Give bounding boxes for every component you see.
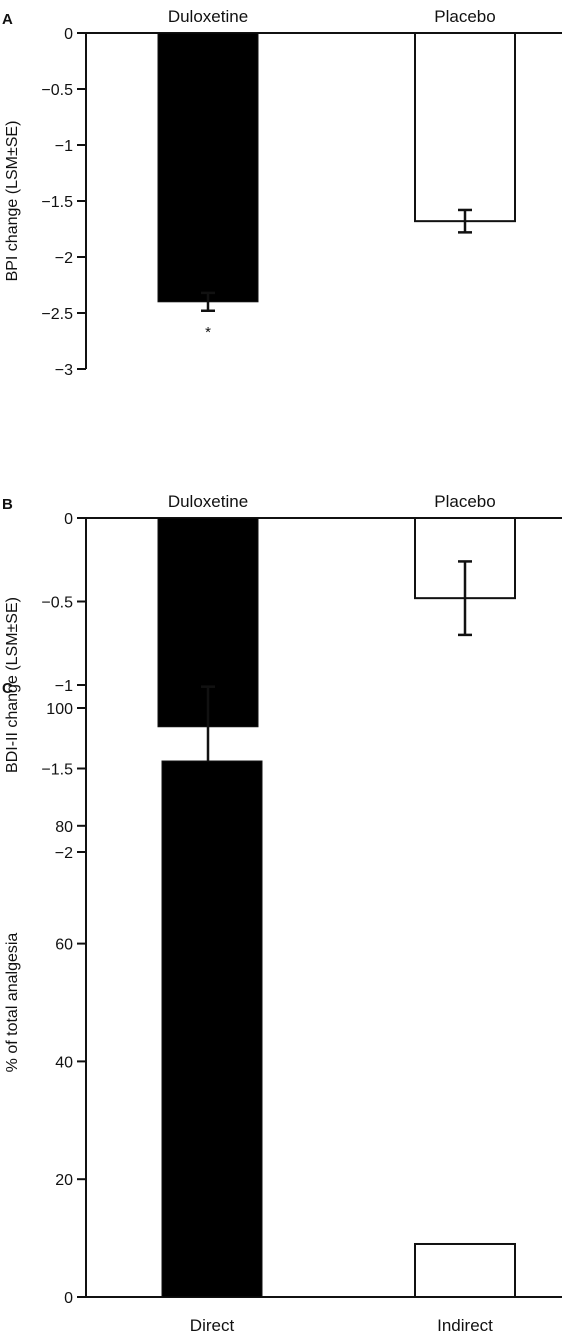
y-tick-label: 60	[55, 937, 73, 954]
category-label: Duloxetine	[168, 492, 248, 511]
y-tick-label: 0	[64, 511, 73, 528]
category-label: Placebo	[434, 7, 495, 26]
panel-c: C 0 20 40 60 80 100 % of total analgesia Direct I…	[2, 680, 562, 1335]
y-tick-label: −1.5	[41, 762, 73, 779]
bar-placebo	[414, 32, 516, 223]
bar-indirect	[414, 1242, 516, 1298]
y-tick-label: 0	[64, 1290, 73, 1307]
y-tick-label: −2	[55, 250, 73, 267]
y-tick-label: 0	[64, 26, 73, 43]
y-tick-label: −1	[55, 678, 73, 695]
panel-letter: C	[2, 680, 13, 697]
bar-direct	[161, 760, 263, 1298]
category-label: Duloxetine	[168, 7, 248, 26]
y-tick-label: −3	[55, 362, 73, 379]
category-label: Placebo	[434, 492, 495, 511]
y-tick-label: 40	[55, 1054, 73, 1071]
category-label: Indirect	[437, 1316, 493, 1335]
significance-marker: *	[205, 324, 211, 341]
y-tick-label: −1	[55, 138, 73, 155]
y-axis-title: BPI change (LSM±SE)	[4, 121, 21, 282]
y-tick-label: −0.5	[41, 595, 73, 612]
y-axis-title: BDI-II change (LSM±SE)	[4, 597, 21, 773]
panel-letter: B	[2, 496, 13, 513]
y-tick-label: −1.5	[41, 194, 73, 211]
y-tick-label: −2.5	[41, 306, 73, 323]
y-tick-label: −0.5	[41, 82, 73, 99]
panel-a: A 0 −0.5 −1 −1.5 −2 −2.5 −3 BPI change (LSM±SE) *…	[2, 7, 562, 379]
y-axis-title: % of total analgesia	[4, 933, 21, 1073]
y-tick-label: 80	[55, 819, 73, 836]
y-tick-label: −2	[55, 845, 73, 862]
category-label: Direct	[190, 1316, 235, 1335]
panel-letter: A	[2, 11, 13, 28]
bar-duloxetine	[157, 32, 259, 303]
y-tick-label: 100	[46, 701, 73, 718]
y-tick-label: 20	[55, 1172, 73, 1189]
